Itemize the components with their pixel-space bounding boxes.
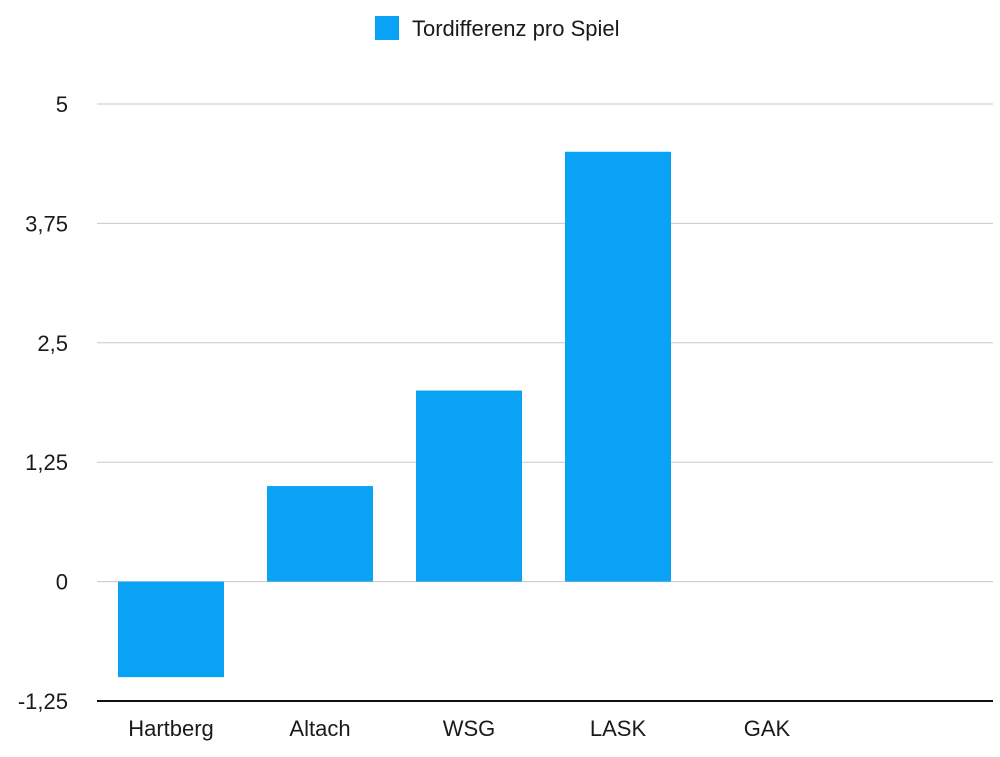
x-tick-label: WSG <box>443 716 496 741</box>
bar-hartberg <box>118 581 224 678</box>
y-tick-label: 1,25 <box>25 450 68 475</box>
x-tick-label: Altach <box>289 716 350 741</box>
y-tick-label: -1,25 <box>18 689 68 714</box>
legend: Tordifferenz pro Spiel <box>375 16 620 41</box>
x-tick-label: Hartberg <box>128 716 214 741</box>
y-tick-label: 0 <box>56 570 68 595</box>
gridlines <box>97 103 993 583</box>
x-axis-ticks: Hartberg Altach WSG LASK GAK <box>128 716 790 741</box>
bars <box>118 151 671 678</box>
legend-swatch <box>375 16 399 40</box>
bar-altach <box>267 486 373 582</box>
y-tick-label: 2,5 <box>37 331 68 356</box>
y-tick-label: 3,75 <box>25 211 68 236</box>
x-tick-label: GAK <box>744 716 791 741</box>
y-axis-ticks: 5 3,75 2,5 1,25 0 -1,25 <box>18 92 68 714</box>
y-tick-label: 5 <box>56 92 68 117</box>
bar-wsg <box>416 390 522 582</box>
legend-label: Tordifferenz pro Spiel <box>412 16 620 41</box>
bar-lask <box>565 151 671 582</box>
x-tick-label: LASK <box>590 716 647 741</box>
